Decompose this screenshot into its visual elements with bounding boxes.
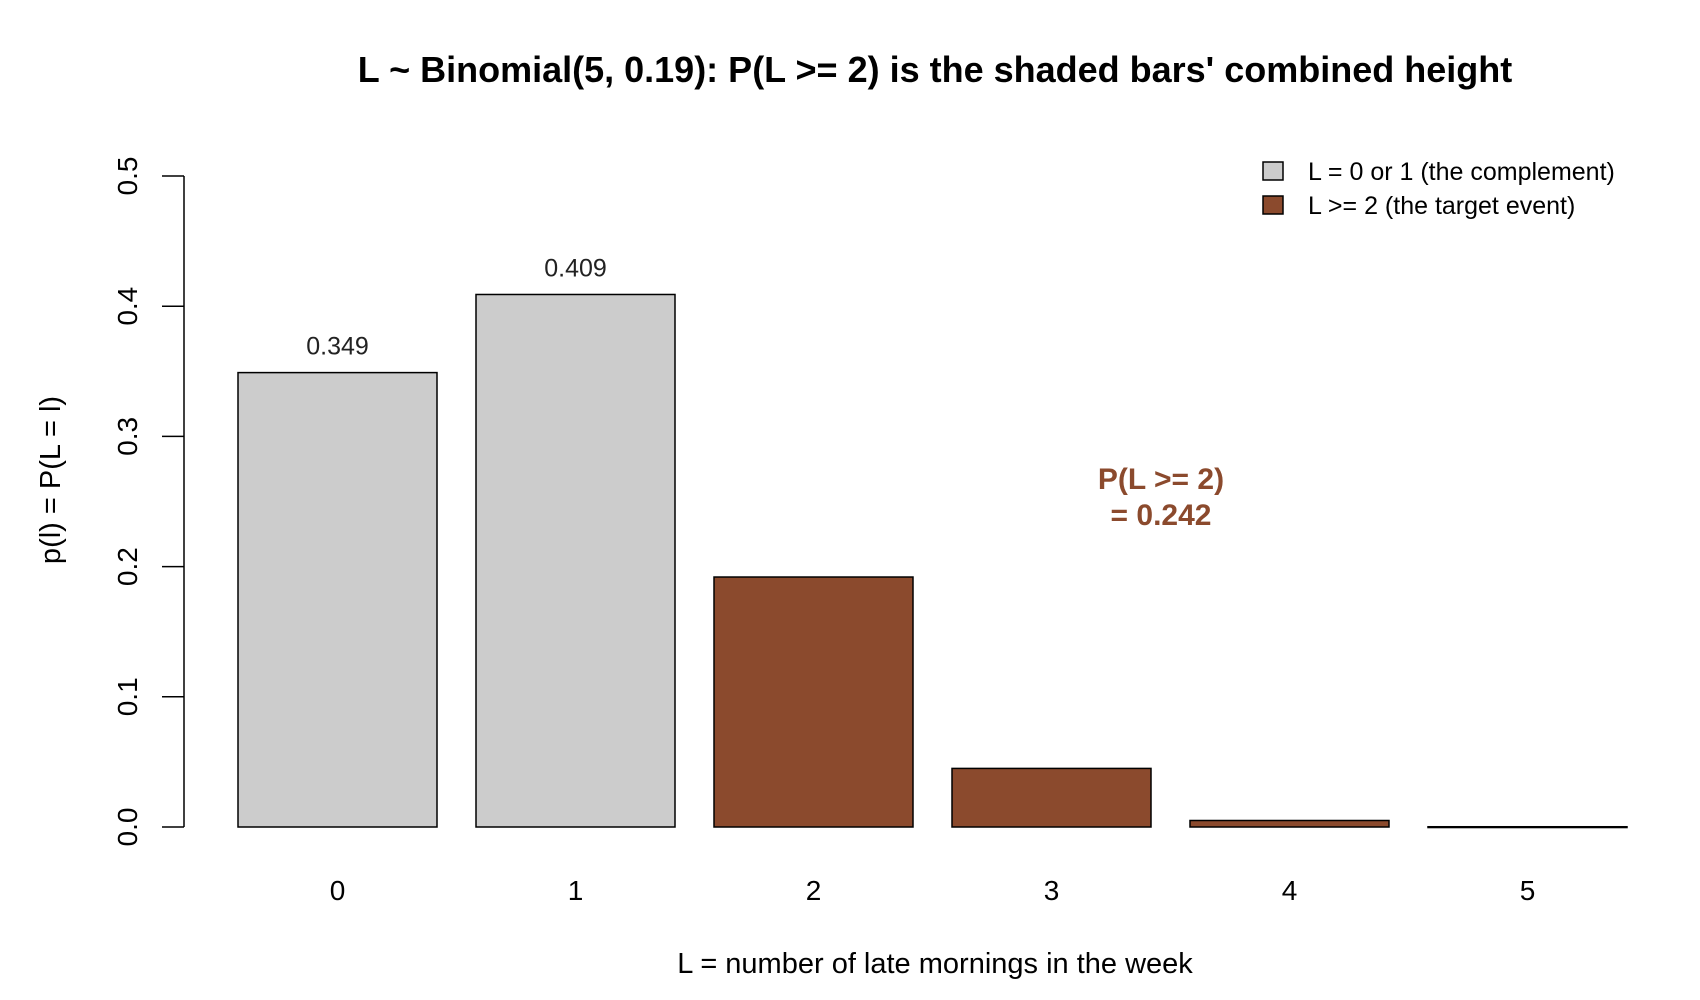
- legend-swatch-target: [1262, 195, 1284, 215]
- bar-1: [475, 293, 676, 828]
- x-axis-label: L = number of late mornings in the week: [677, 948, 1193, 980]
- x-tick-label-0: 0: [330, 875, 346, 906]
- y-tick-label: 0.1: [112, 677, 143, 716]
- bar-4: [1189, 819, 1390, 828]
- x-tick-label-4: 4: [1282, 875, 1298, 906]
- data-label-1: 0.409: [544, 254, 607, 282]
- y-tick-label: 0.0: [112, 808, 143, 847]
- annotation-line-1: P(L >= 2): [1098, 463, 1224, 496]
- chart-title: L ~ Binomial(5, 0.19): P(L >= 2) is the …: [358, 49, 1513, 90]
- bar-0: [237, 371, 438, 828]
- legend: L = 0 or 1 (the complement) L >= 2 (the …: [1262, 158, 1615, 220]
- legend-swatch-complement: [1262, 161, 1284, 181]
- y-axis: 0.0 0.1 0.2 0.3 0.4 0.5: [112, 157, 185, 847]
- legend-label-complement: L = 0 or 1 (the complement): [1308, 158, 1615, 186]
- annotation-line-2: = 0.242: [1111, 499, 1212, 532]
- probability-annotation: P(L >= 2) = 0.242: [1098, 463, 1224, 532]
- data-label-0: 0.349: [306, 333, 369, 361]
- data-labels: 0.349 0.409: [306, 254, 607, 360]
- x-tick-label-2: 2: [806, 875, 822, 906]
- legend-label-target: L >= 2 (the target event): [1308, 192, 1575, 220]
- y-axis-label: p(l) = P(L = l): [35, 396, 67, 564]
- y-tick-label: 0.5: [112, 157, 143, 196]
- y-tick-label: 0.4: [112, 287, 143, 326]
- x-tick-label-1: 1: [568, 875, 584, 906]
- x-tick-labels: 0 1 2 3 4 5: [330, 875, 1536, 906]
- x-tick-label-5: 5: [1520, 875, 1536, 906]
- x-tick-label-3: 3: [1044, 875, 1060, 906]
- y-tick-label: 0.2: [112, 547, 143, 586]
- bar-2: [713, 576, 914, 828]
- bar-3: [951, 767, 1152, 828]
- bars: [237, 293, 1628, 829]
- bar-5: [1427, 825, 1628, 829]
- y-tick-label: 0.3: [112, 417, 143, 456]
